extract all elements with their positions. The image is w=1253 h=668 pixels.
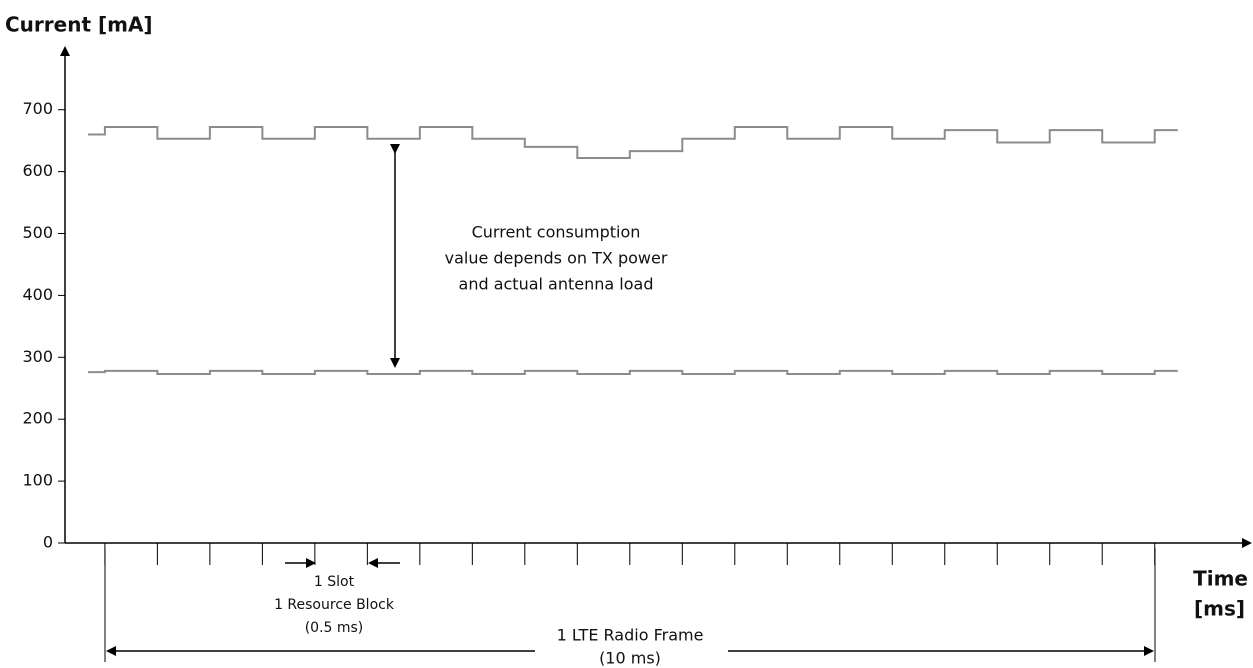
y-tick-label: 0 xyxy=(43,533,53,552)
y-tick-label: 600 xyxy=(22,161,53,180)
annotation: Current consumption xyxy=(472,223,641,242)
annotation: 1 Slot xyxy=(314,574,355,590)
y-tick-label: 100 xyxy=(22,471,53,490)
y-tick-label: 700 xyxy=(22,99,53,118)
series-line xyxy=(88,126,1178,159)
y-tick-label: 500 xyxy=(22,223,53,242)
y-tick-label: 400 xyxy=(22,285,53,304)
annotation: value depends on TX power xyxy=(445,249,668,268)
annotation: 1 LTE Radio Frame xyxy=(557,626,704,645)
annotation: (10 ms) xyxy=(599,649,661,668)
annotation: and actual antenna load xyxy=(459,275,654,294)
y-tick-label: 300 xyxy=(22,347,53,366)
annotation: (0.5 ms) xyxy=(305,620,364,636)
series-line xyxy=(88,369,1178,376)
x-axis-label: [ms] xyxy=(1194,597,1245,621)
y-tick-label: 200 xyxy=(22,409,53,428)
x-axis-label: Time xyxy=(1193,567,1248,591)
y-axis-label: Current [mA] xyxy=(5,13,153,37)
annotation: 1 Resource Block xyxy=(274,597,395,613)
